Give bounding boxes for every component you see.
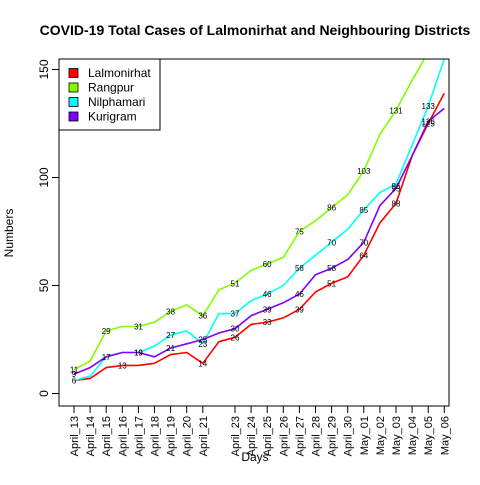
x-tick-label: April_27 [294, 416, 306, 456]
data-label: 30 [231, 325, 240, 334]
x-tick-label: April_18 [150, 416, 162, 456]
data-label: 46 [263, 290, 272, 299]
data-label: 19 [134, 348, 143, 357]
data-label: 38 [166, 307, 175, 316]
data-label: 95 [392, 184, 401, 193]
data-label: 33 [263, 318, 272, 327]
x-axis-label: Days [241, 450, 268, 464]
data-label: 39 [295, 305, 304, 314]
plot-frame [58, 58, 450, 407]
data-label: 26 [231, 333, 240, 342]
data-label: 51 [327, 279, 336, 288]
legend-swatch-kurigram [68, 111, 79, 122]
data-label: 9 [72, 370, 77, 379]
data-label: 51 [231, 279, 240, 288]
x-tick-label: April_19 [166, 416, 178, 456]
data-label: 46 [295, 290, 304, 299]
series-group [73, 59, 446, 382]
x-tick-label: April_29 [327, 416, 339, 456]
data-label: 60 [263, 260, 272, 269]
data-label: 58 [327, 264, 336, 273]
y-tick-label: 50 [37, 279, 51, 293]
legend-label-rangpur: Rangpur [88, 81, 134, 95]
x-tick-label: May_03 [391, 416, 403, 455]
data-label: 96 [392, 182, 401, 191]
data-label: 70 [359, 238, 368, 247]
series-line-rangpur [73, 59, 426, 371]
legend-label-lalmonirhat: Lalmonirhat [88, 66, 151, 80]
x-tick-label: May_01 [359, 416, 371, 455]
x-tick-label: April_28 [311, 416, 323, 456]
data-label: 11 [70, 366, 79, 375]
x-tick-label: May_06 [439, 416, 451, 455]
x-tick-label: April_16 [117, 416, 129, 456]
series-line-kurigram [73, 107, 445, 375]
data-label: 31 [134, 323, 143, 332]
x-tick-label: April_24 [246, 416, 258, 456]
data-label: 103 [357, 167, 371, 176]
legend-label-nilphamari: Nilphamari [88, 95, 145, 109]
data-label: 131 [389, 107, 403, 116]
x-tick-label: April_21 [198, 416, 210, 456]
data-label: 58 [295, 264, 304, 273]
x-tick-label: April_26 [278, 416, 290, 456]
x-tick-label: April_25 [262, 416, 274, 456]
data-label: 133 [422, 102, 436, 111]
x-tick-label: April_13 [69, 416, 81, 456]
data-label: 85 [359, 206, 368, 215]
data-label: 86 [327, 204, 336, 213]
y-tick-label: 0 [37, 390, 51, 397]
legend-swatch-rangpur [68, 82, 79, 93]
data-label: 25 [198, 336, 207, 345]
x-tick-label: April_30 [343, 416, 355, 456]
chart-title: COVID-19 Total Cases of Lalmonirhat and … [40, 22, 471, 38]
data-label: 21 [166, 344, 175, 353]
data-label: 17 [102, 353, 111, 362]
x-tick-label: April_14 [85, 416, 97, 456]
legend-label-kurigram: Kurigram [88, 110, 137, 124]
data-label: 88 [392, 199, 401, 208]
data-label: 126 [422, 117, 436, 126]
data-label: 75 [295, 228, 304, 237]
x-tick-label: April_20 [182, 416, 194, 456]
data-label: 64 [359, 251, 368, 260]
x-tick-label: May_02 [375, 416, 387, 455]
x-tick-label: April_17 [133, 416, 145, 456]
data-label: 70 [327, 238, 336, 247]
legend-swatch-nilphamari [68, 97, 79, 107]
data-label: 14 [198, 359, 207, 368]
data-label: 19 [134, 348, 143, 357]
series-line-lalmonirhat [73, 92, 446, 382]
y-axis-label: Numbers [2, 209, 16, 258]
data-label: 39 [263, 305, 272, 314]
x-tick-label: April_23 [230, 416, 242, 456]
plot-area: 13 14 26 33 39 51 64 88 125 11 29 31 38 36 51 60 75 86 103… [70, 59, 446, 386]
y-tick-label: 100 [37, 167, 51, 187]
data-label: 125 [422, 120, 436, 129]
data-label: 13 [118, 361, 127, 370]
x-tick-label: May_05 [423, 416, 435, 455]
data-label: 23 [198, 340, 207, 349]
data-label: 37 [231, 310, 240, 319]
data-label: 6 [72, 377, 77, 386]
data-label: 36 [198, 312, 207, 321]
y-tick-label: 150 [37, 59, 51, 79]
legend-swatch-lalmonirhat [68, 68, 79, 78]
x-tick-label: April_15 [101, 416, 113, 456]
data-label: 27 [166, 331, 175, 340]
x-tick-label: May_04 [407, 416, 419, 455]
data-label: 29 [102, 327, 111, 336]
